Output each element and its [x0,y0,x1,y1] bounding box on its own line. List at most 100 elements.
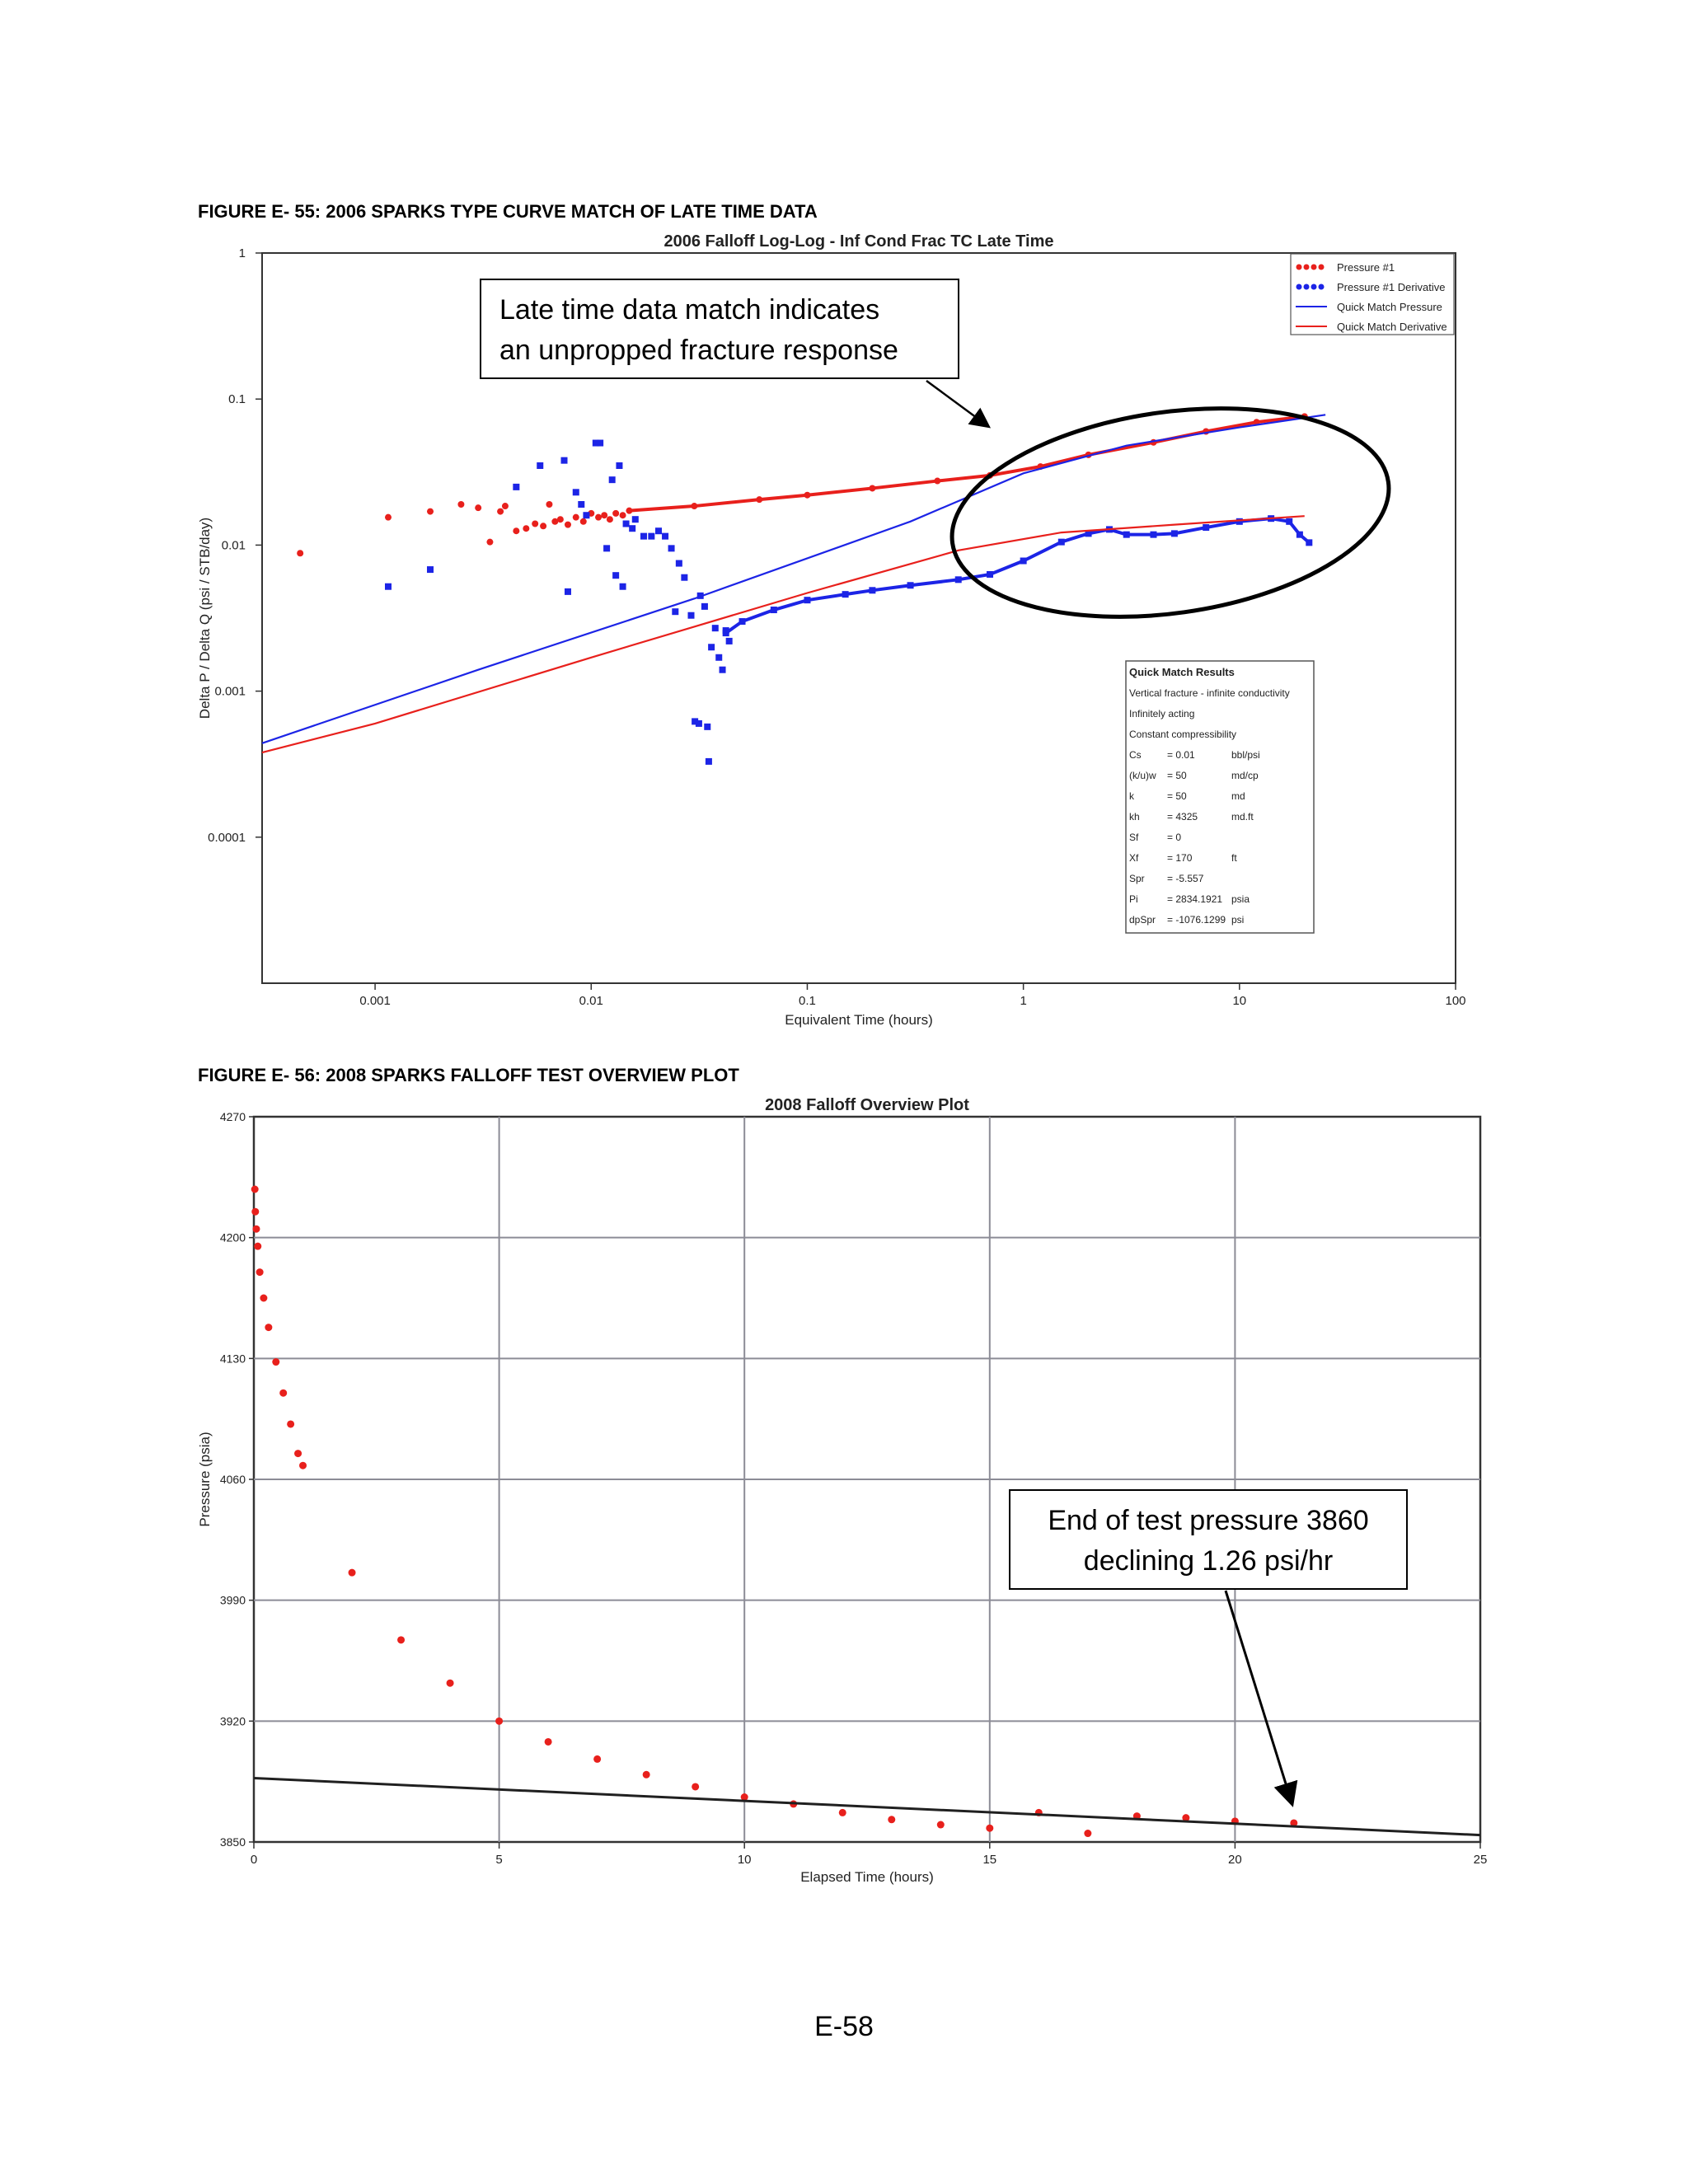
data-point [1203,524,1210,532]
x-tick-label: 100 [1445,994,1465,1008]
data-point [936,1821,945,1829]
data-point [260,1294,268,1302]
data-point [1057,538,1065,546]
data-point [606,516,613,523]
data-point [475,504,482,512]
chart2-title: 2008 Falloff Overview Plot [765,1096,969,1114]
results-title: Quick Match Results [1129,666,1235,678]
data-point [603,545,611,552]
x-tick-label: 0 [251,1853,257,1867]
y-tick-label: 0.001 [214,685,246,699]
results-param-name: Pi [1129,893,1138,905]
results-line: Vertical fracture - infinite conductivit… [1129,687,1290,699]
data-point [687,612,695,619]
data-point [501,503,509,510]
data-point [597,439,604,447]
x-tick-label: 20 [1228,1853,1242,1867]
data-point [578,501,585,509]
data-point [934,477,941,485]
data-point [265,1324,273,1332]
results-param-value: = -1076.1299 [1167,914,1226,926]
annotation-text-2: declining 1.26 psi/hr [1084,1545,1333,1577]
annotation-arrow-2 [1224,1590,1298,1807]
data-point [1170,530,1178,537]
data-point [385,583,392,590]
data-point [715,654,723,661]
results-param-value: = 0.01 [1167,749,1195,761]
results-param-value: = 50 [1167,790,1187,802]
data-point [675,560,682,567]
x-tick-label: 15 [982,1853,996,1867]
annotation-box-2 [1009,1489,1408,1590]
x-tick-label: 0.001 [359,994,391,1008]
series-1 [385,439,733,765]
figure-caption-e56: FIGURE E- 56: 2008 SPARKS FALLOFF TEST O… [198,1065,739,1085]
results-param-value: = 4325 [1167,811,1198,823]
figure-caption-e55: FIGURE E- 55: 2006 SPARKS TYPE CURVE MAT… [198,201,818,222]
x-tick-label: 10 [1232,994,1246,1008]
y-tick-label: 4200 [220,1231,246,1244]
data-point [486,538,494,546]
x-tick-label: 5 [495,1853,502,1867]
data-point [701,602,708,610]
annotation-box-1 [480,279,959,379]
data-point [272,1358,280,1366]
data-point [1020,557,1027,565]
data-point [513,483,520,490]
data-point [1084,1830,1092,1838]
results-param-name: kh [1129,811,1140,823]
y-axis-label: Delta P / Delta Q (psi / STB/day) [197,518,213,719]
data-point [869,587,876,594]
data-point [544,1737,552,1746]
legend-marker [1318,264,1325,270]
data-point [1085,530,1092,537]
x-tick-label: 0.1 [799,994,816,1008]
data-point [299,1461,307,1469]
data-point [1290,1819,1298,1827]
results-param-value: = 50 [1167,770,1187,781]
series-0 [251,1185,1298,1838]
data-point [708,644,715,651]
y-tick-label: 4060 [220,1473,246,1486]
data-point [595,513,603,521]
data-point [655,527,663,535]
results-param-unit: psia [1231,893,1250,905]
legend-marker [1318,284,1325,290]
data-point [497,508,504,515]
data-point [616,462,623,469]
data-point [619,512,626,519]
data-point [838,1808,846,1816]
data-point [348,1568,356,1577]
data-point [770,607,777,614]
legend-marker [1303,264,1310,270]
data-point [1306,539,1313,546]
data-point [725,637,733,644]
data-point [572,513,579,521]
data-point [446,1679,454,1687]
results-param-unit: psi [1231,914,1244,926]
data-point [869,485,876,492]
data-point [804,491,811,499]
y-tick-label: 3920 [220,1714,246,1727]
data-point [704,723,711,730]
data-point [279,1389,288,1397]
data-point [495,1717,504,1725]
data-point [756,496,763,504]
data-point [540,523,547,530]
results-param-value: = 170 [1167,852,1193,864]
data-point [907,582,914,589]
data-point [385,513,392,521]
data-point [583,512,590,519]
annotation-text-1: an unpropped fracture response [499,335,898,366]
data-point [612,572,620,579]
series-0 [297,501,626,557]
y-tick-label: 3990 [220,1594,246,1607]
data-point [738,618,746,626]
data-point [648,532,655,540]
data-point [622,520,630,527]
data-point [640,532,647,540]
legend-marker [1311,284,1317,290]
x-axis-label: Elapsed Time (hours) [800,1869,934,1885]
data-point [631,516,639,523]
